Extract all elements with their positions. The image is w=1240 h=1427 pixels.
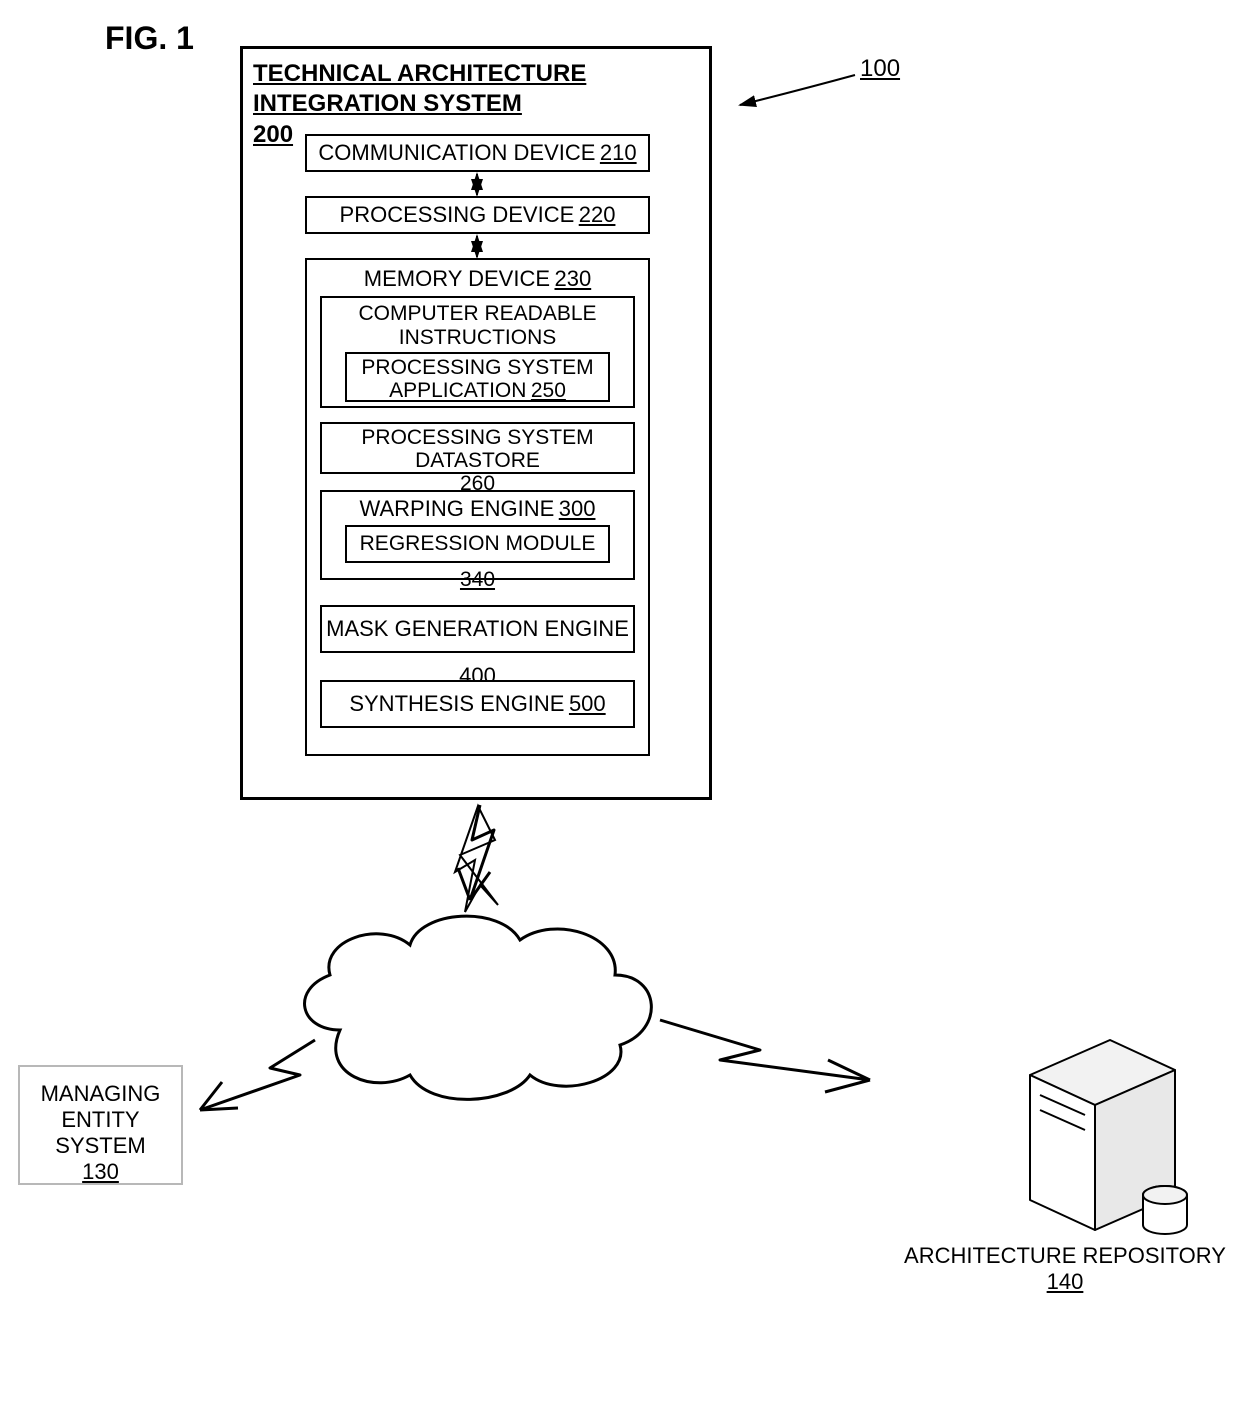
lightning-network-repository bbox=[660, 1020, 870, 1092]
lightning-network-managing bbox=[200, 1040, 315, 1110]
leader-arrow-100 bbox=[740, 75, 855, 105]
network-cloud bbox=[305, 916, 652, 1099]
connectors-svg bbox=[0, 0, 1240, 1427]
server-icon bbox=[1030, 1040, 1187, 1427]
